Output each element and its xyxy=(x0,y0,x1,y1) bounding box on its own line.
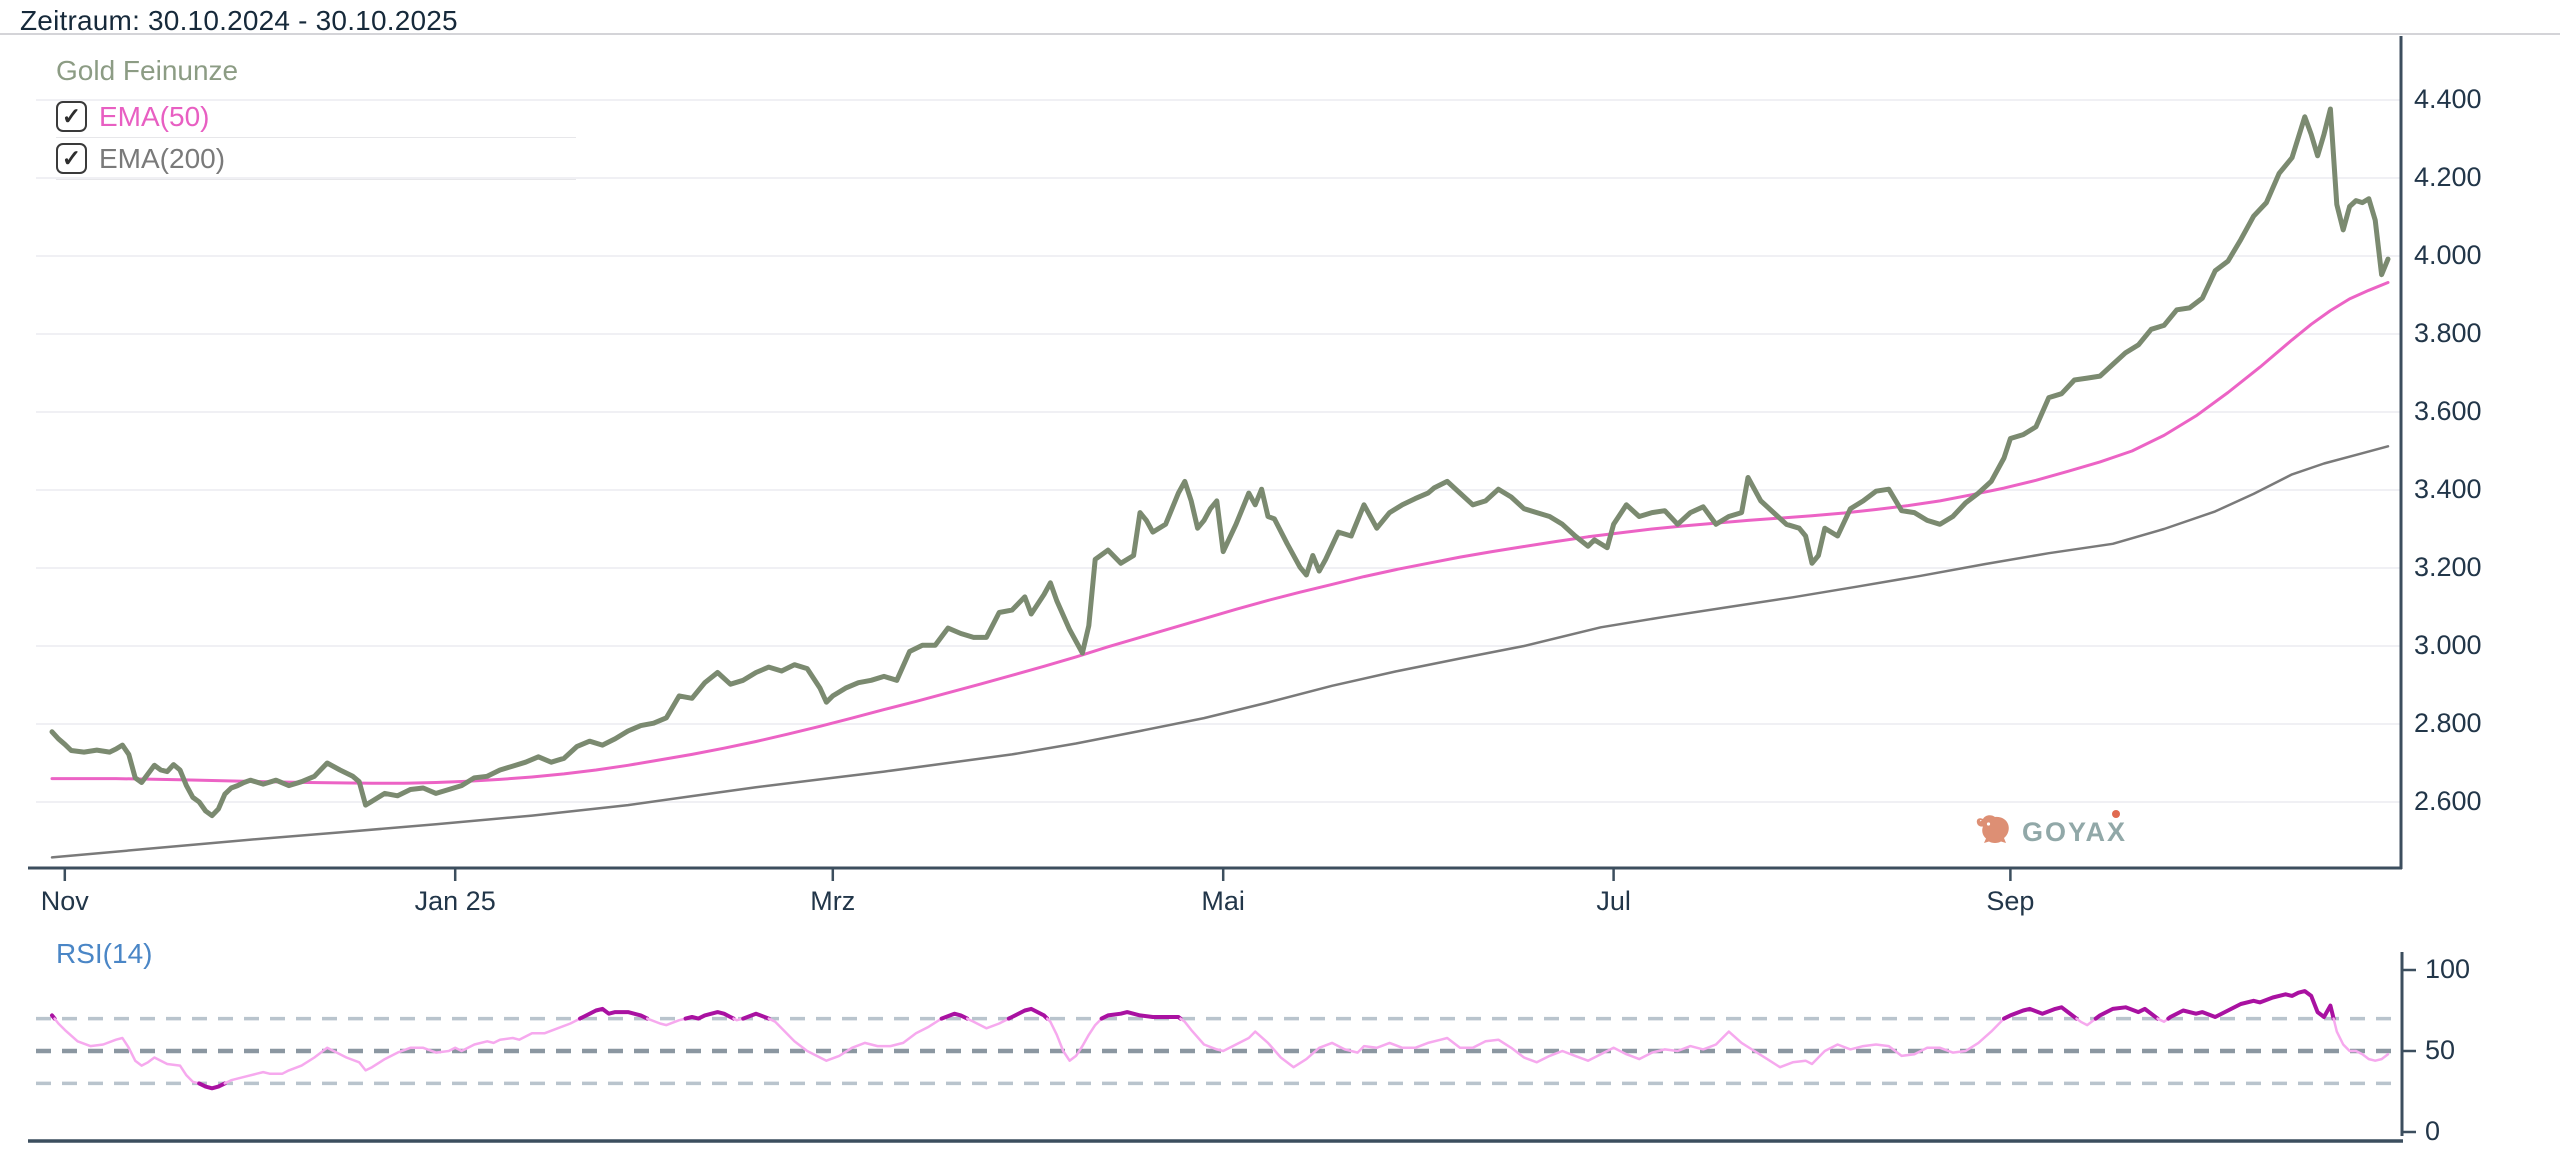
price-tick-label: 2.600 xyxy=(2414,786,2482,816)
rsi-line-segment xyxy=(223,1017,582,1085)
goyax-watermark: GOYAX xyxy=(1974,810,2128,848)
rsi-line-segment xyxy=(1179,1017,2006,1069)
rsi-line-extreme-segment xyxy=(2166,989,2336,1021)
rsi-line-segment xyxy=(2075,1017,2097,1027)
time-tick-label: Nov xyxy=(40,886,89,916)
ema50-checkbox[interactable] xyxy=(56,101,87,132)
price-tick-label: 4.400 xyxy=(2414,84,2482,114)
check-icon xyxy=(62,105,81,129)
rsi-line-extreme-segment xyxy=(2093,1005,2160,1021)
price-line xyxy=(49,106,2391,819)
rsi-line-segment xyxy=(732,1017,745,1022)
price-tick-label: 3.800 xyxy=(2414,318,2482,348)
legend-item-ema200[interactable]: EMA(200) xyxy=(56,138,576,180)
legend-item-ema50[interactable]: EMA(50) xyxy=(56,96,576,138)
rsi-line-segment xyxy=(645,1017,687,1027)
rsi-line-extreme-segment xyxy=(197,1081,227,1091)
rsi-tick-label: 50 xyxy=(2425,1035,2456,1065)
period-header: Zeitraum: 30.10.2024 - 30.10.2025 xyxy=(20,5,458,36)
rsi-line-extreme-segment xyxy=(2002,1005,2079,1021)
time-tick-label: Mrz xyxy=(810,886,856,916)
rsi-line-extreme-segment xyxy=(741,1011,771,1021)
rsi-line-extreme-segment xyxy=(578,1006,650,1021)
time-tick-label: Sep xyxy=(1986,886,2035,916)
price-tick-label: 4.000 xyxy=(2414,240,2482,270)
ema50-label: EMA(50) xyxy=(99,100,210,132)
ema200-line xyxy=(50,445,2390,859)
rsi-line-segment xyxy=(965,1017,1011,1030)
ema50-line xyxy=(50,281,2390,785)
chart-title: Gold Feinunze xyxy=(56,55,239,86)
goyax-logo-dot xyxy=(2112,810,2120,818)
check-icon xyxy=(62,147,81,171)
ema200-label: EMA(200) xyxy=(99,142,226,174)
rsi-line-segment xyxy=(767,1017,943,1062)
rsi-line-extreme-segment xyxy=(939,1011,970,1021)
rsi-line-extreme-segment xyxy=(1006,1006,1050,1021)
price-tick-label: 3.000 xyxy=(2414,630,2482,660)
price-tick-label: 3.200 xyxy=(2414,552,2482,582)
rsi-line-segment xyxy=(2332,1017,2390,1062)
rsi-line-segment xyxy=(53,1017,201,1085)
price-tick-label: 2.800 xyxy=(2414,708,2482,738)
legend: Gold Feinunze EMA(50) EMA(200) xyxy=(56,52,576,180)
ema200-checkbox[interactable] xyxy=(56,143,87,174)
rsi-tick-label: 100 xyxy=(2425,954,2471,984)
time-tick-label: Jan 25 xyxy=(414,886,496,916)
price-tick-label: 3.600 xyxy=(2414,396,2482,426)
rsi-line-extreme-segment xyxy=(1099,1010,1183,1021)
rsi-tick-label: 0 xyxy=(2425,1116,2441,1146)
goyax-bull-icon xyxy=(1976,815,2009,843)
time-tick-label: Mai xyxy=(1201,886,1245,916)
price-tick-label: 4.200 xyxy=(2414,162,2482,192)
price-tick-label: 3.400 xyxy=(2414,474,2482,504)
rsi-line-segment xyxy=(1045,1017,1103,1062)
rsi-line-extreme-segment xyxy=(683,1010,736,1021)
rsi-indicator-label: RSI(14) xyxy=(56,938,153,969)
header-divider xyxy=(0,33,2560,35)
time-tick-label: Jul xyxy=(1596,886,1631,916)
goyax-logo-text: GOYAX xyxy=(2022,816,2128,847)
